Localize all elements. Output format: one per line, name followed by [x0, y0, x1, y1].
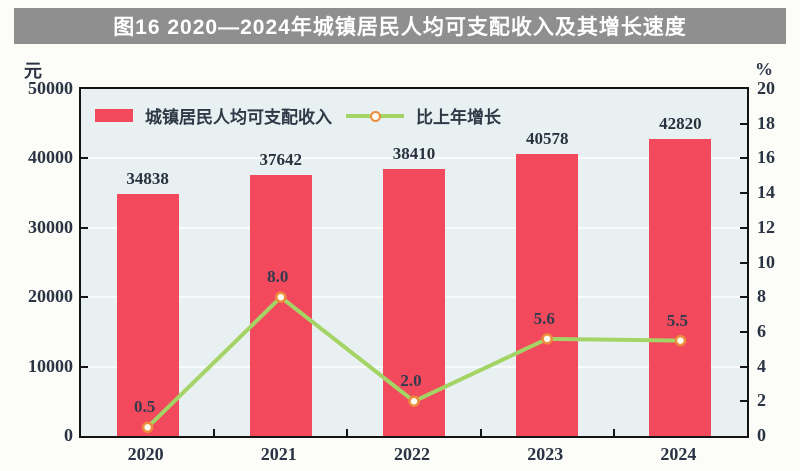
bar-2020 [116, 194, 179, 436]
bar-2024 [649, 138, 712, 436]
left-axis-label-20000: 20000 [28, 286, 73, 307]
bottom-axis-tick [346, 429, 349, 436]
right-axis-label-4: 4 [757, 355, 766, 376]
legend-line-marker [346, 108, 404, 122]
left-axis-label-40000: 40000 [28, 147, 73, 168]
growth-marker-2021 [275, 291, 287, 303]
chart-title: 图16 2020—2024年城镇居民人均可支配收入及其增长速度 [113, 16, 687, 39]
chart-title-banner: 图16 2020—2024年城镇居民人均可支配收入及其增长速度 [14, 8, 786, 44]
x-axis-label-2020: 2020 [127, 444, 164, 464]
right-axis-unit: % [755, 59, 773, 79]
right-axis-tick [740, 157, 747, 160]
right-axis-tick [740, 226, 747, 229]
bar-2021 [249, 174, 312, 436]
growth-value-label-2024: 5.5 [666, 310, 689, 330]
left-axis-label-0: 0 [64, 425, 73, 445]
left-axis-label-30000: 30000 [28, 216, 73, 237]
legend-line-label: 比上年增长 [416, 107, 501, 127]
right-axis-tick [740, 192, 747, 195]
left-axis-tick [81, 365, 88, 368]
bar-value-label-2020: 34838 [126, 169, 169, 189]
legend-item-income: 城镇居民人均可支配收入 [95, 103, 332, 128]
right-axis-label-6: 6 [757, 320, 766, 341]
left-axis-tick [81, 226, 88, 229]
bar-2023 [516, 154, 579, 436]
x-axis-label-2022: 2022 [394, 444, 430, 464]
growth-value-label-2020: 0.5 [133, 397, 156, 417]
right-axis-label-18: 18 [757, 112, 775, 133]
left-axis-label-10000: 10000 [28, 355, 73, 376]
chart-legend: 城镇居民人均可支配收入 比上年增长 [95, 103, 501, 128]
legend-bar-swatch [95, 108, 133, 122]
right-axis-label-12: 12 [757, 216, 775, 237]
growth-line-chart [141, 291, 687, 434]
right-axis-tick [740, 400, 747, 403]
legend-marker-ring-icon [370, 110, 381, 122]
right-axis-label-16: 16 [757, 147, 775, 168]
right-axis-tick [740, 122, 747, 125]
left-axis-unit: 元 [24, 61, 42, 81]
right-axis-label-0: 0 [757, 425, 766, 445]
right-axis-tick [740, 296, 747, 299]
right-axis-label-14: 14 [757, 182, 775, 203]
left-axis-tick [81, 296, 88, 299]
growth-marker-2022 [408, 395, 420, 408]
right-axis-label-8: 8 [757, 286, 766, 307]
gridline [81, 157, 747, 160]
right-axis-tick [740, 365, 747, 368]
growth-value-label-2021: 8.0 [267, 267, 289, 287]
growth-value-label-2022: 2.0 [400, 371, 422, 391]
bar-value-label-2021: 37642 [259, 149, 303, 169]
left-axis-label-50000: 50000 [28, 78, 73, 98]
left-axis-tick [81, 157, 88, 160]
bottom-axis-tick [612, 429, 615, 436]
bottom-axis-tick [213, 429, 216, 436]
x-axis-label-2023: 2023 [527, 444, 564, 464]
legend-item-growth: 比上年增长 [346, 103, 501, 128]
x-axis-label-2021: 2021 [260, 444, 297, 464]
bottom-axis-tick [479, 429, 482, 436]
plot-area: 34838 37642 38410 40578 42820 0.5 8.0 2.0 5.6 5.5 [79, 87, 749, 438]
growth-value-label-2023: 5.6 [533, 308, 555, 328]
bar-value-label-2023: 40578 [525, 129, 569, 149]
right-axis-label-20: 20 [757, 78, 775, 98]
bar-value-label-2024: 42820 [659, 113, 702, 133]
legend-bar-label: 城镇居民人均可支配收入 [145, 107, 332, 127]
growth-marker-2020 [141, 421, 154, 434]
right-axis-label-10: 10 [757, 251, 775, 272]
right-axis-label-2: 2 [757, 390, 766, 411]
right-axis-tick [740, 261, 747, 264]
bar-value-label-2022: 38410 [392, 144, 436, 164]
right-axis-tick [740, 330, 747, 333]
growth-marker-2023 [541, 333, 553, 345]
x-axis-label-2024: 2024 [660, 444, 697, 464]
growth-marker-2024 [674, 334, 687, 347]
growth-line [146, 294, 681, 429]
